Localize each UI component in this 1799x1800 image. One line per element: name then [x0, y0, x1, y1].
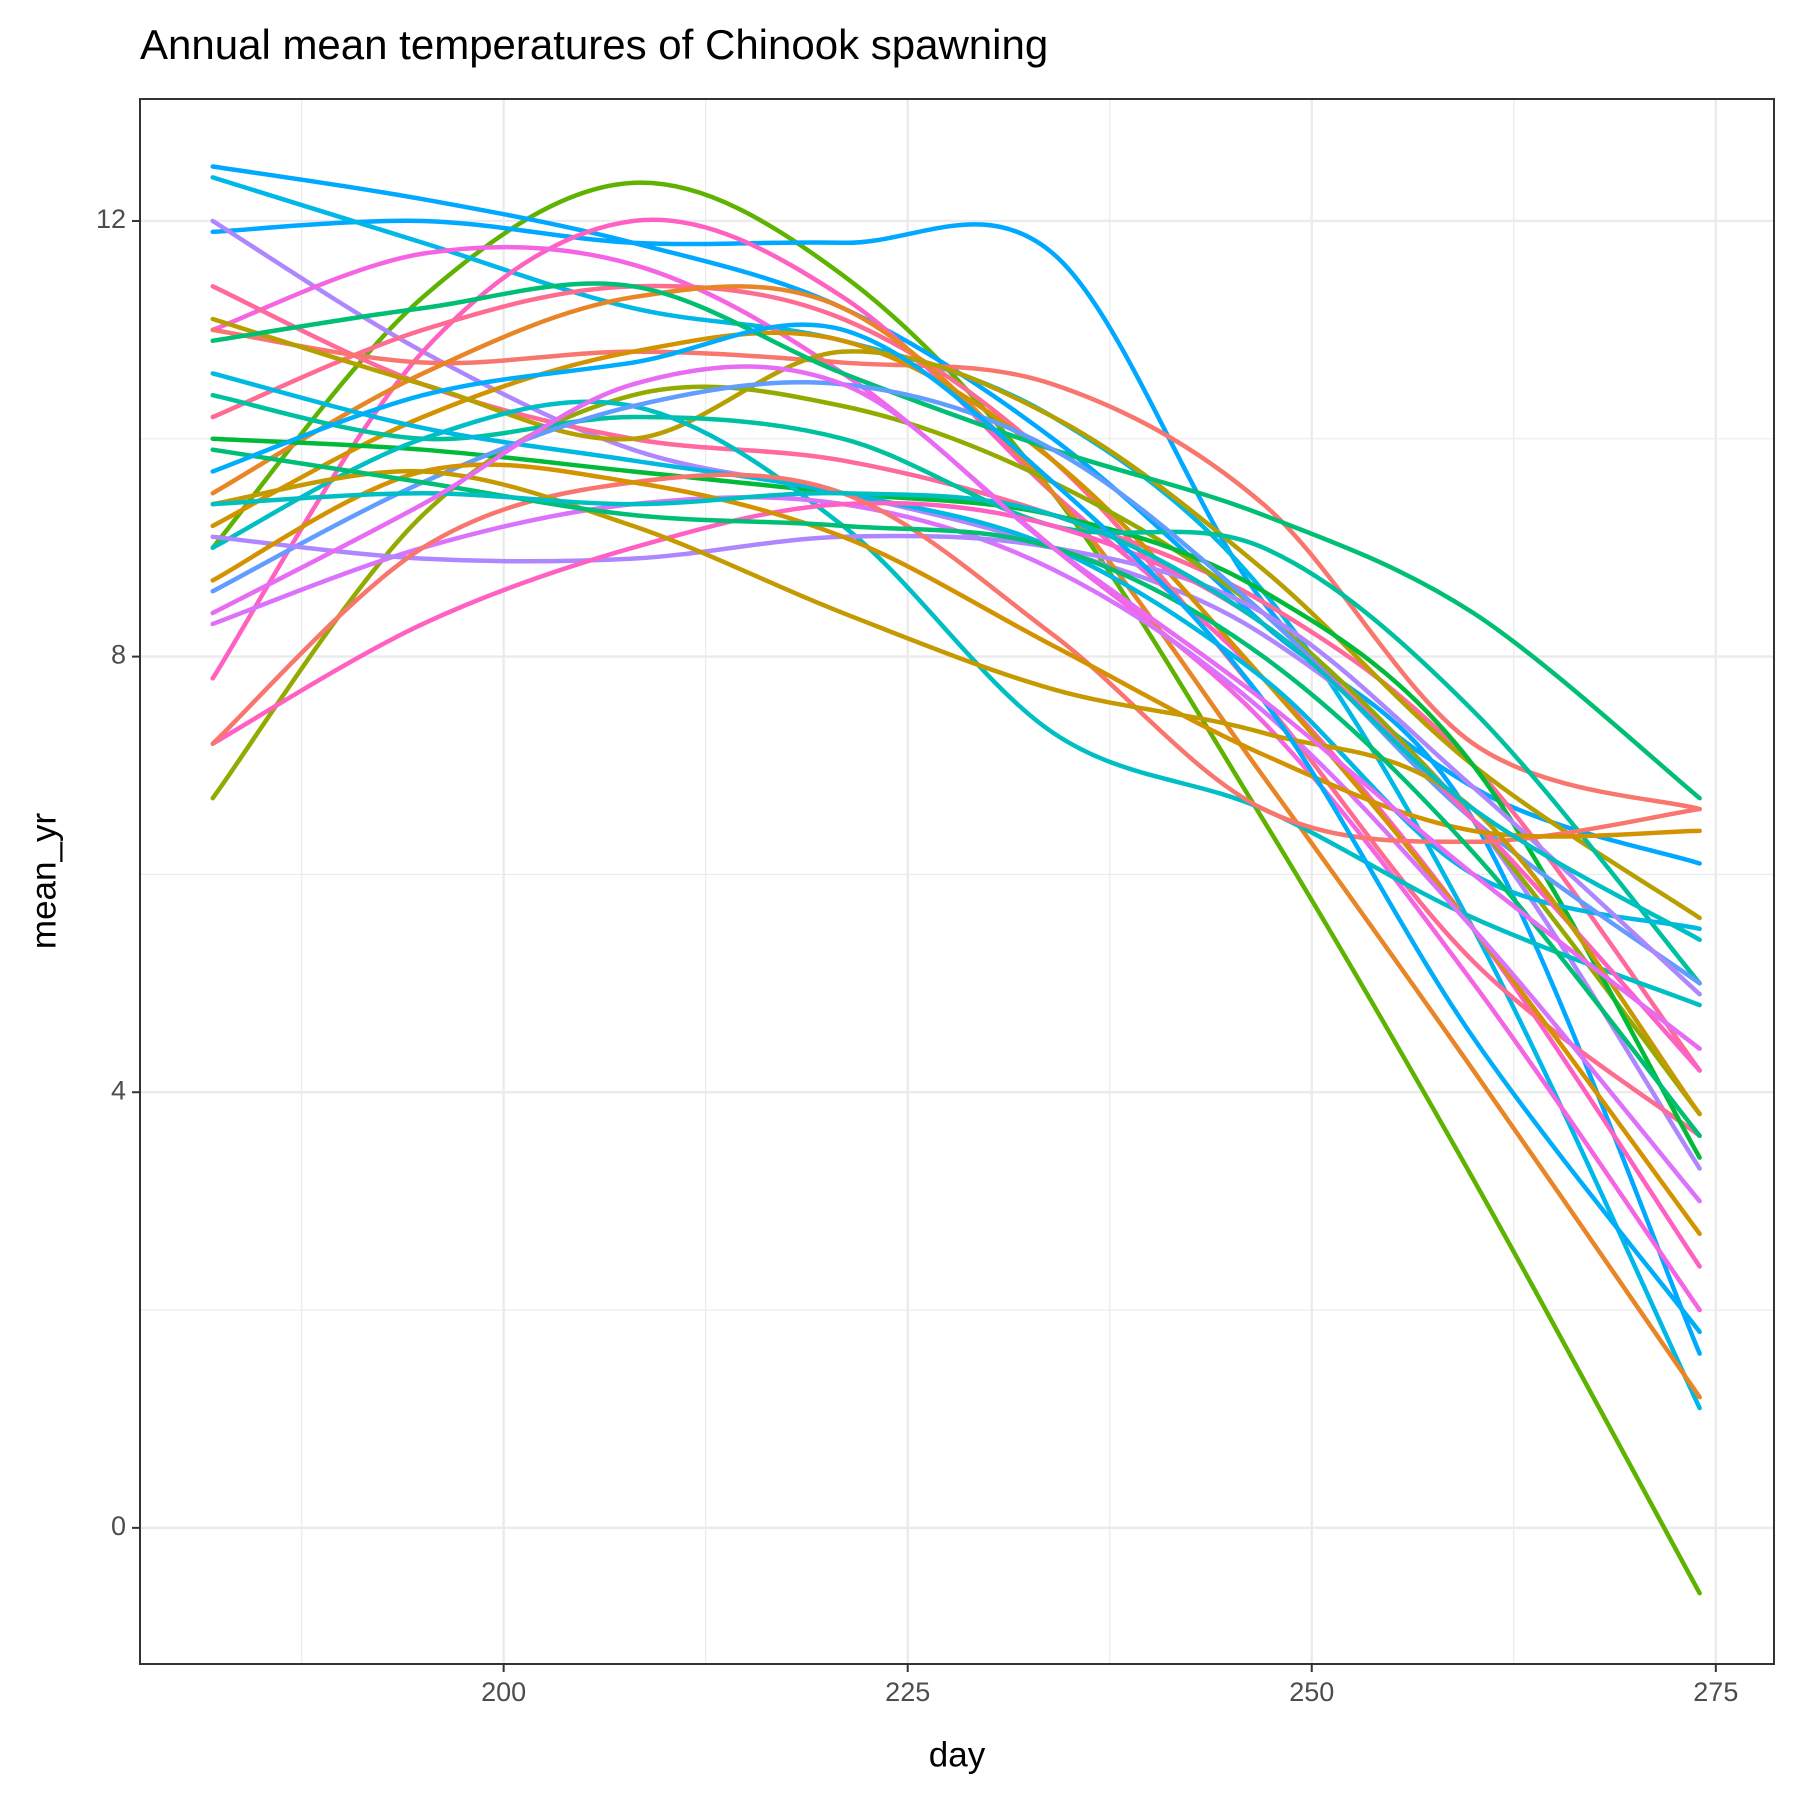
line — [210, 500, 1702, 1073]
y-tick-label: 4 — [111, 1075, 126, 1105]
x-tick-label: 200 — [481, 1677, 526, 1707]
line — [210, 218, 1702, 866]
line — [210, 284, 1702, 1400]
y-axis-title: mean_yr — [24, 813, 63, 950]
line — [210, 447, 1702, 1139]
y-tick-label: 8 — [111, 640, 126, 670]
line — [210, 364, 1702, 1051]
line — [210, 316, 1702, 921]
y-tick-label: 12 — [96, 204, 126, 234]
line — [210, 533, 1702, 997]
x-tick-label: 275 — [1693, 1677, 1738, 1707]
plot-border — [139, 98, 1775, 1665]
line — [210, 495, 1702, 1204]
x-tick-label: 250 — [1289, 1677, 1334, 1707]
y-tick-label: 0 — [111, 1511, 126, 1541]
line — [210, 164, 1702, 1356]
line — [210, 399, 1702, 1008]
line — [210, 472, 1702, 845]
line — [210, 327, 1702, 812]
line — [210, 490, 1702, 943]
line — [210, 322, 1702, 1335]
chart-title: Annual mean temperatures of Chinook spaw… — [140, 21, 1048, 68]
line — [210, 281, 1702, 801]
line — [210, 283, 1702, 1139]
x-axis-title: day — [929, 1735, 986, 1774]
line — [210, 371, 1702, 932]
x-tick-label: 225 — [885, 1677, 930, 1707]
